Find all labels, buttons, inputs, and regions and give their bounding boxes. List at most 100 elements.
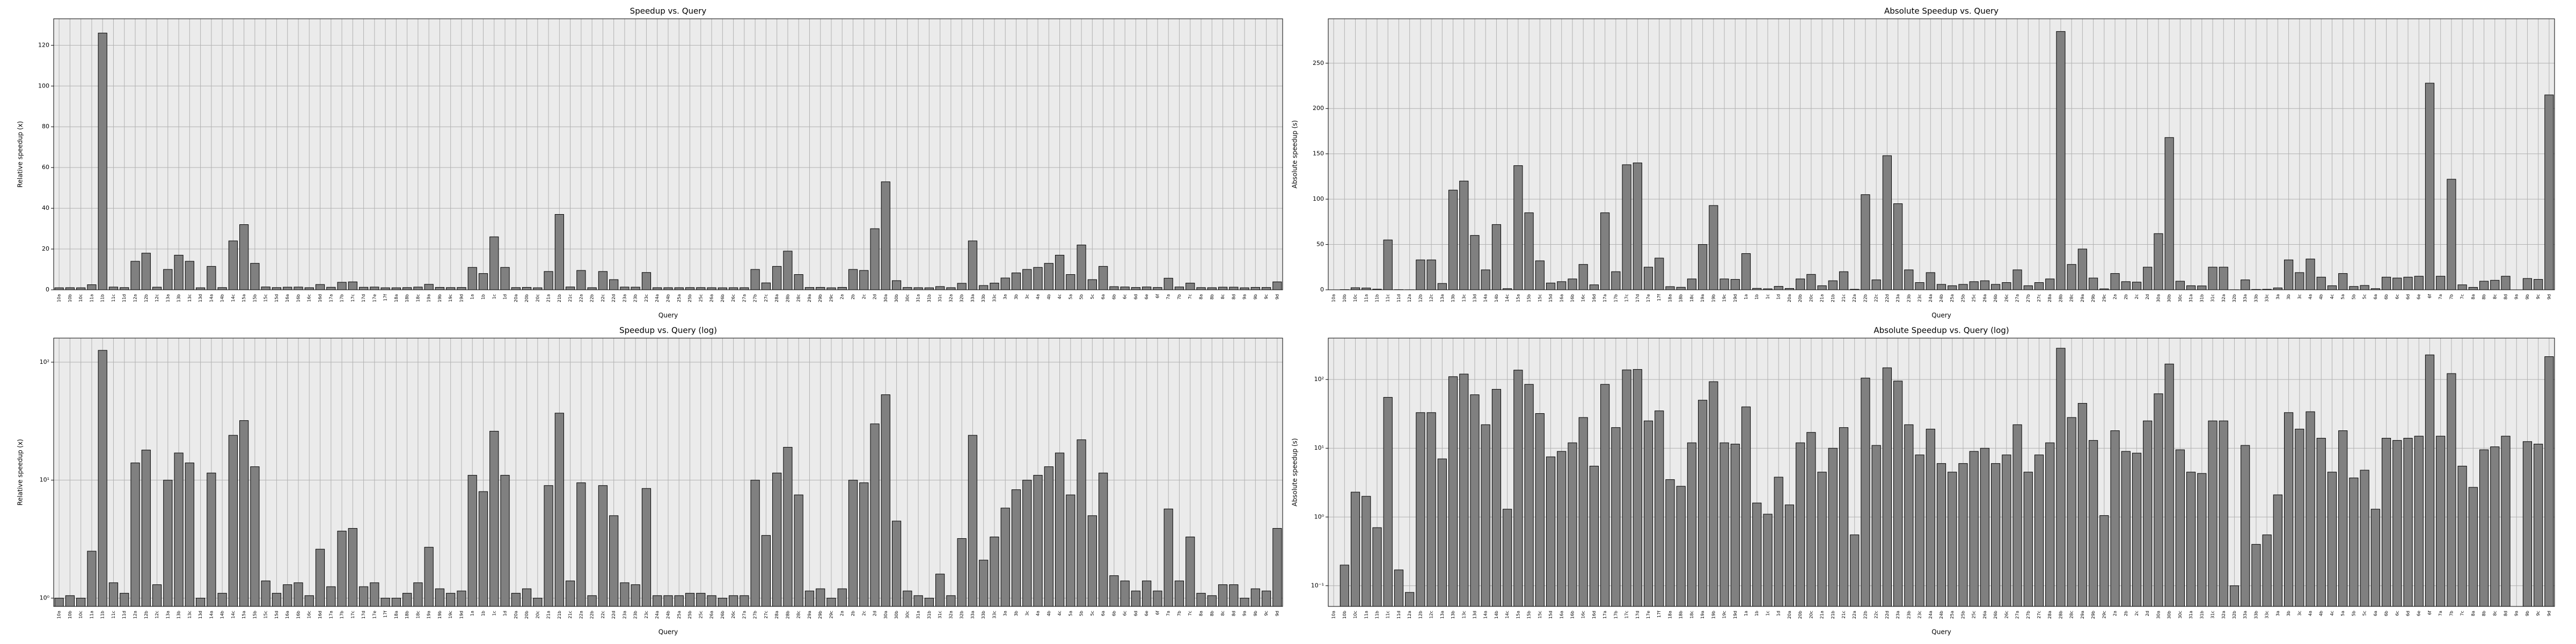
bar [935, 286, 945, 290]
x-tick-label: 8c [1220, 611, 1225, 616]
x-tick-label: 25c [698, 611, 703, 619]
x-tick-label: 22d [1885, 294, 1890, 302]
x-tick-label: 17e [1646, 611, 1651, 619]
x-tick-label: 27a [2015, 611, 2020, 619]
x-tick-label: 10a [57, 294, 62, 302]
x-tick-label: 19d [1733, 294, 1738, 302]
bar [1936, 463, 1946, 607]
x-tick-label: 25b [687, 294, 692, 302]
bar [1087, 279, 1097, 290]
x-tick-label: 5b [1079, 611, 1084, 616]
bar [2067, 417, 2076, 607]
x-tick-label: 23c [644, 611, 649, 619]
bar [544, 485, 553, 607]
x-tick-label: 27c [2037, 611, 2041, 619]
bar [98, 350, 107, 607]
x-tick-label: 1b [481, 611, 486, 616]
x-tick-label: 8a [1199, 611, 1204, 616]
bar [1796, 279, 1805, 290]
x-tick-label: 24b [666, 294, 671, 302]
x-tick-label: 17d [1635, 294, 1640, 302]
x-tick-label: 8b [1210, 611, 1214, 616]
x-tick-label: 12b [1418, 611, 1423, 619]
bar [1340, 565, 1349, 607]
x-tick-label: 20c [535, 294, 540, 302]
x-tick-label: 30a [883, 294, 888, 302]
x-tick-label: 1c [1765, 611, 1770, 616]
x-tick-label: 12c [1429, 294, 1434, 302]
bar [228, 240, 238, 290]
x-tick-label: 24a [1928, 294, 1933, 302]
bar [2219, 420, 2228, 607]
bar [1741, 406, 1751, 607]
bar [913, 287, 923, 290]
x-tick-label: 19a [427, 611, 431, 619]
x-tick-label: 23b [633, 294, 638, 302]
y-tick-label: 0 [1320, 286, 1324, 293]
x-tick-label: 13c [1461, 611, 1466, 619]
bar [924, 287, 934, 290]
bar [1589, 284, 1599, 290]
x-tick-label: 19b [1711, 611, 1716, 619]
bar [1383, 397, 1393, 607]
x-tick-label: 29b [818, 294, 823, 302]
bar [609, 515, 619, 607]
bar [500, 475, 510, 607]
bar [294, 582, 303, 607]
x-tick-label: 19b [437, 294, 442, 302]
bar [2295, 429, 2304, 607]
x-tick-label: 14a [209, 611, 214, 619]
bar [1142, 580, 1152, 607]
x-tick-label: 20a [1787, 611, 1792, 619]
x-tick-label: 5a [2340, 611, 2345, 616]
x-tick-label: 25a [1950, 611, 1955, 619]
x-tick-label: 15a [241, 294, 246, 302]
bar [163, 480, 173, 607]
bar [990, 537, 999, 607]
x-tick-label: 25a [1950, 294, 1955, 302]
x-tick-label: 33b [2253, 611, 2258, 619]
bar [315, 548, 325, 607]
x-tick-label: 14c [1505, 611, 1510, 619]
bar [2468, 487, 2478, 607]
bar [663, 287, 673, 290]
x-tick-label: 14b [220, 294, 225, 302]
bar [348, 281, 357, 290]
x-tick-label: 25a [677, 611, 682, 619]
bar [1655, 411, 1664, 607]
x-tick-label: 22a [1852, 294, 1857, 302]
bar [848, 269, 858, 290]
bar [2154, 233, 2163, 290]
x-tick-label: 28a [2047, 611, 2052, 619]
x-tick-label: 22d [611, 294, 616, 302]
bar [2381, 438, 2391, 607]
bar [1774, 286, 1783, 290]
bar [1503, 509, 1512, 607]
bar [2544, 356, 2554, 607]
bar [217, 592, 227, 607]
x-tick-label: 3a [1003, 294, 1008, 299]
x-tick-label: 18a [394, 294, 399, 302]
x-tick-label: 7c [2460, 294, 2465, 299]
bar [2067, 264, 2076, 290]
x-tick-label: 6d [2406, 294, 2411, 299]
x-tick-label: 20b [524, 294, 529, 302]
x-tick-label: 16a [1559, 294, 1564, 302]
bar [1077, 244, 1086, 290]
bar [1099, 266, 1108, 290]
bar [1774, 477, 1783, 607]
bar [2425, 354, 2435, 607]
x-tick-label: 6b [2384, 611, 2389, 616]
bar [446, 287, 456, 290]
x-tick-label: 15c [1538, 611, 1542, 619]
x-tick-label: 11a [1364, 611, 1368, 619]
y-tick-label: 10⁻¹ [1311, 582, 1324, 589]
bar [2501, 436, 2511, 607]
bar [2002, 455, 2011, 607]
x-tick-label: 17b [1613, 294, 1618, 302]
bar [1109, 286, 1119, 290]
bar [2045, 279, 2055, 290]
bar [522, 588, 532, 607]
bar [1698, 244, 1708, 290]
bar [1936, 284, 1946, 290]
